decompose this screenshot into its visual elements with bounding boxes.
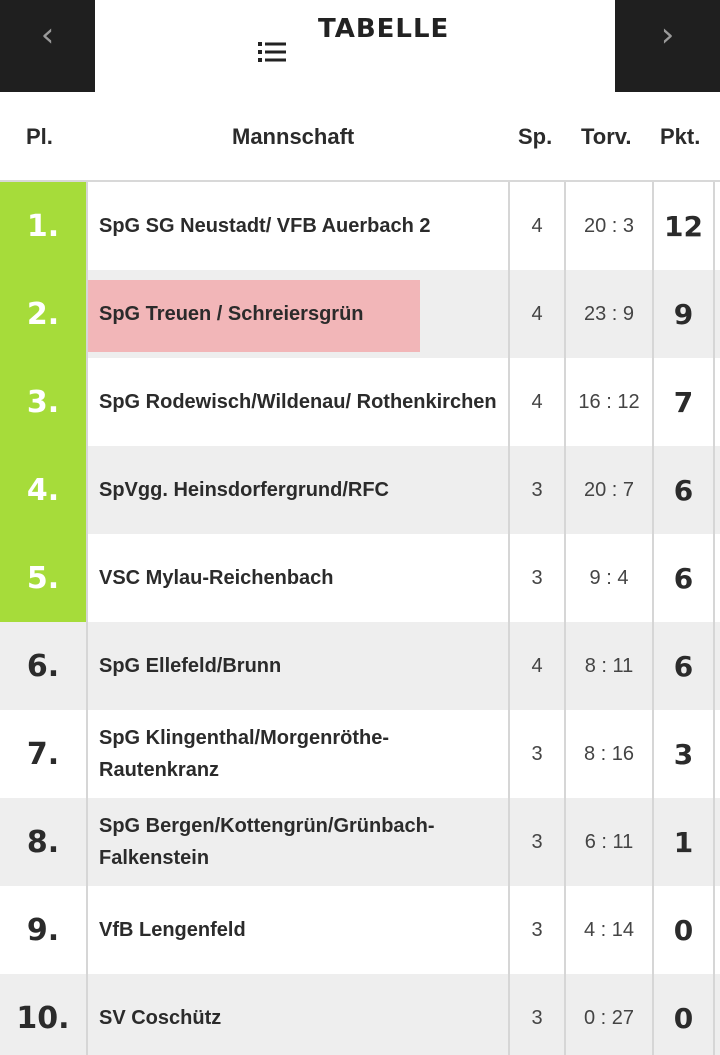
column-header-points[interactable]: Pkt. [660,124,701,149]
games-cell: 4 [508,270,564,358]
team-cell[interactable]: SpG Ellefeld/Brunn [86,622,508,710]
standings-table: 1. SpG SG Neustadt/ VFB Auerbach 2 4 20 : 3… [0,182,720,1055]
games-cell: 3 [508,710,564,798]
table-row[interactable]: 7. SpG Klingenthal/Morgenröthe-Rautenkran… [0,710,720,798]
team-name: SpG Klingenthal/Morgenröthe-Rautenkranz [99,727,389,781]
points-cell: 12 [652,182,715,270]
goals-cell: 0 : 27 [564,974,652,1055]
table-row[interactable]: 10. SV Coschütz 3 0 : 27 0 [0,974,720,1055]
place-cell: 8. [26,824,60,860]
goals-cell: 20 : 3 [564,182,652,270]
column-header-place[interactable]: Pl. [26,124,53,149]
points-cell: 0 [652,974,715,1055]
goals-cell: 8 : 11 [564,622,652,710]
next-button[interactable]: › [615,0,720,92]
team-cell[interactable]: SV Coschütz [86,974,508,1055]
place-cell: 10. [16,1000,70,1036]
points-cell: 1 [652,798,715,886]
table-header: Pl. Mannschaft Sp. Torv. Pkt. [0,92,720,182]
table-row[interactable]: 3. SpG Rodewisch/Wildenau/ Rothenkirchen 4… [0,358,720,446]
team-cell[interactable]: SpG Klingenthal/Morgenröthe-Rautenkranz [86,710,508,798]
games-cell: 4 [508,182,564,270]
games-cell: 3 [508,534,564,622]
points-cell: 0 [652,886,715,974]
games-cell: 3 [508,886,564,974]
column-header-team[interactable]: Mannschaft [232,124,355,149]
place-cell: 2. [0,270,86,358]
place-cell: 9. [26,912,60,948]
points-cell: 7 [652,358,715,446]
team-name: SpG SG Neustadt/ VFB Auerbach 2 [99,215,431,237]
place-cell: 3. [0,358,86,446]
goals-cell: 6 : 11 [564,798,652,886]
goals-cell: 20 : 7 [564,446,652,534]
favorite-team-highlight [88,280,420,352]
points-cell: 6 [652,534,715,622]
games-cell: 3 [508,446,564,534]
list-icon[interactable] [258,41,288,63]
team-name: SpG Bergen/Kottengrün/Grünbach-Falkenste… [99,815,435,869]
team-name: SpG Treuen / Schreiersgrün [99,303,364,325]
team-cell[interactable]: SpG SG Neustadt/ VFB Auerbach 2 [86,182,508,270]
goals-cell: 16 : 12 [564,358,652,446]
prev-button[interactable]: ‹ [0,0,95,92]
team-name: SV Coschütz [99,1007,222,1029]
place-cell: 5. [0,534,86,622]
place-cell: 6. [26,648,60,684]
team-cell[interactable]: SpG Treuen / Schreiersgrün [86,270,508,358]
points-cell: 6 [652,622,715,710]
team-name: VfB Lengenfeld [99,919,246,941]
table-row[interactable]: 1. SpG SG Neustadt/ VFB Auerbach 2 4 20 : 3… [0,182,720,270]
table-row[interactable]: 9. VfB Lengenfeld 3 4 : 14 0 [0,886,720,974]
team-cell[interactable]: VfB Lengenfeld [86,886,508,974]
table-row[interactable]: 8. SpG Bergen/Kottengrün/Grünbach-Falkens… [0,798,720,886]
team-cell[interactable]: SpG Rodewisch/Wildenau/ Rothenkirchen [86,358,508,446]
chevron-right-icon: › [660,15,675,55]
games-cell: 3 [508,974,564,1055]
games-cell: 4 [508,622,564,710]
team-cell[interactable]: VSC Mylau-Reichenbach [86,534,508,622]
goals-cell: 23 : 9 [564,270,652,358]
team-cell[interactable]: SpG Bergen/Kottengrün/Grünbach-Falkenste… [86,798,508,886]
team-name: VSC Mylau-Reichenbach [99,567,334,589]
page-title: TABELLE [318,14,450,44]
place-cell: 4. [0,446,86,534]
table-row[interactable]: 6. SpG Ellefeld/Brunn 4 8 : 11 6 [0,622,720,710]
team-name: SpG Rodewisch/Wildenau/ Rothenkirchen [99,391,497,413]
team-name: SpVgg. Heinsdorfergrund/RFC [99,479,389,501]
points-cell: 6 [652,446,715,534]
team-cell[interactable]: SpVgg. Heinsdorfergrund/RFC [86,446,508,534]
team-name: SpG Ellefeld/Brunn [99,655,282,677]
column-header-games[interactable]: Sp. [518,124,553,149]
points-cell: 9 [652,270,715,358]
column-header-goals[interactable]: Torv. [581,124,632,149]
games-cell: 3 [508,798,564,886]
place-cell: 7. [26,736,60,772]
games-cell: 4 [508,358,564,446]
goals-cell: 8 : 16 [564,710,652,798]
top-bar: ‹ TABELLE › [0,0,720,92]
place-cell: 1. [0,182,86,270]
goals-cell: 9 : 4 [564,534,652,622]
goals-cell: 4 : 14 [564,886,652,974]
points-cell: 3 [652,710,715,798]
chevron-left-icon: ‹ [40,15,55,55]
